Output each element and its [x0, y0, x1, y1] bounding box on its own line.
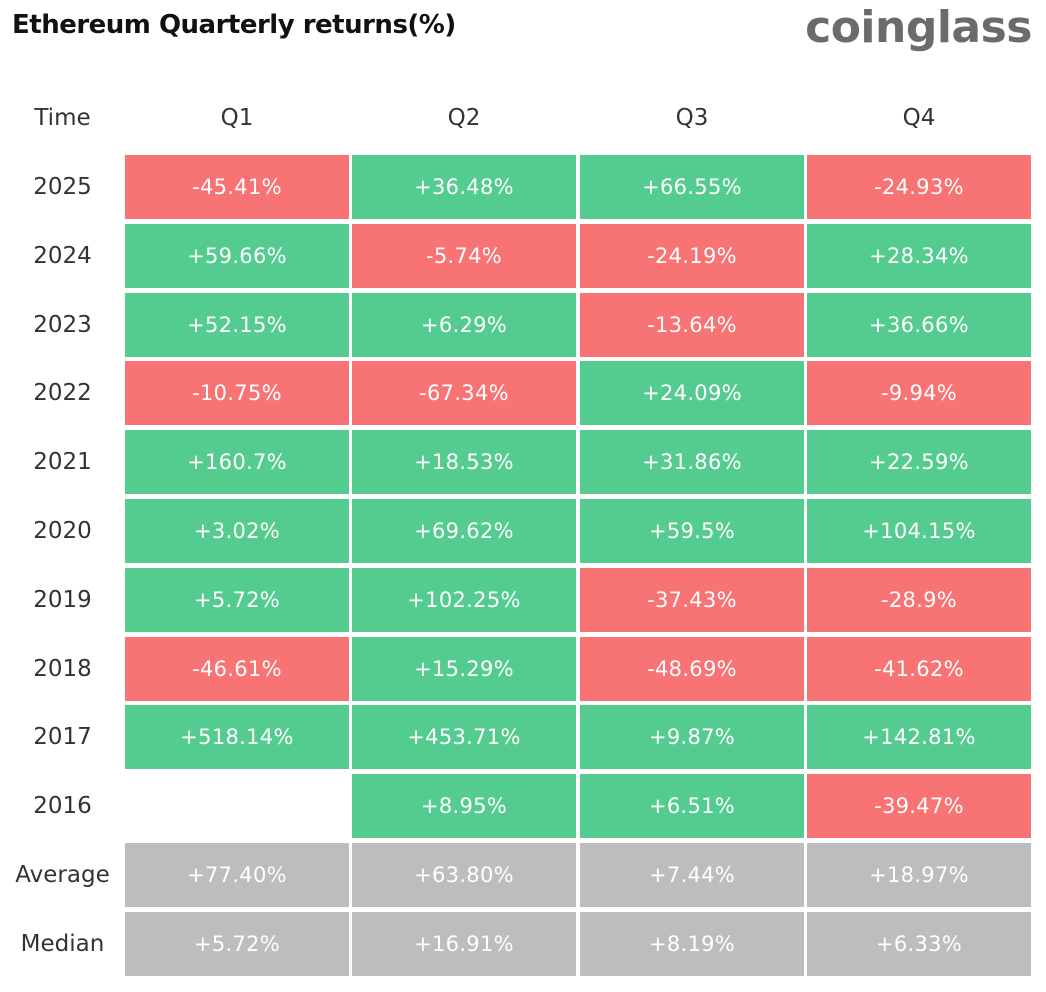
return-cell: +22.59% [807, 430, 1031, 495]
row-label-2025: 2025 [33, 174, 92, 200]
summary-cell: +8.19% [580, 911, 804, 976]
return-cell: -10.75% [125, 361, 349, 426]
row-label-2019: 2019 [33, 586, 92, 613]
return-cell: +36.66% [807, 292, 1031, 357]
return-cell: -13.64% [580, 292, 804, 357]
summary-cell: +63.80% [352, 843, 576, 907]
summary-cell: +77.40% [125, 843, 349, 907]
return-cell: -24.93% [807, 155, 1031, 219]
row-label-2016: 2016 [33, 793, 92, 820]
return-cell: -45.41% [125, 155, 349, 219]
return-cell: +31.86% [580, 430, 804, 495]
return-cell: +5.72% [125, 567, 349, 632]
return-cell: -48.69% [580, 636, 804, 701]
return-cell: +6.51% [580, 774, 804, 839]
column-header-time: Time [34, 105, 91, 131]
column-header-q2: Q2 [447, 105, 481, 131]
summary-cell: +16.91% [352, 911, 576, 976]
return-cell: +69.62% [352, 499, 576, 563]
return-cell: +102.25% [352, 567, 576, 632]
return-cell: +24.09% [580, 361, 804, 426]
return-cell: +3.02% [125, 499, 349, 563]
coinglass-logo: coinglass [805, 2, 1032, 53]
return-cell: -39.47% [807, 774, 1031, 839]
summary-cell: +7.44% [580, 843, 804, 907]
row-label-2021: 2021 [33, 449, 92, 476]
return-cell: -46.61% [125, 636, 349, 701]
row-label-average: Average [15, 862, 110, 888]
return-cell: +15.29% [352, 636, 576, 701]
return-cell: +18.53% [352, 430, 576, 495]
row-label-2024: 2024 [33, 242, 92, 269]
row-label-2017: 2017 [33, 724, 92, 751]
return-cell: +66.55% [580, 155, 804, 219]
column-header-q3: Q3 [675, 105, 709, 131]
return-cell: +28.34% [807, 223, 1031, 288]
return-cell: -67.34% [352, 361, 576, 426]
column-header-q1: Q1 [220, 105, 254, 131]
summary-cell: +18.97% [807, 843, 1031, 907]
column-header-q4: Q4 [902, 105, 936, 131]
return-cell: +160.7% [125, 430, 349, 495]
return-cell: -28.9% [807, 567, 1031, 632]
return-cell: -24.19% [580, 223, 804, 288]
row-label-2023: 2023 [33, 311, 92, 338]
return-cell: +104.15% [807, 499, 1031, 563]
summary-cell: +5.72% [125, 911, 349, 976]
summary-cell: +6.33% [807, 911, 1031, 976]
row-label-2022: 2022 [33, 380, 92, 407]
return-cell: +6.29% [352, 292, 576, 357]
return-cell: -5.74% [352, 223, 576, 288]
return-cell: +59.5% [580, 499, 804, 563]
return-cell: +453.71% [352, 705, 576, 770]
return-cell: +36.48% [352, 155, 576, 219]
return-cell: +142.81% [807, 705, 1031, 770]
return-cell: -37.43% [580, 567, 804, 632]
return-cell: +52.15% [125, 292, 349, 357]
return-cell: +8.95% [352, 774, 576, 839]
chart-title: Ethereum Quarterly returns(%) [12, 10, 456, 40]
return-cell: +9.87% [580, 705, 804, 770]
return-cell: +518.14% [125, 705, 349, 770]
return-cell: +59.66% [125, 223, 349, 288]
row-label-2020: 2020 [33, 518, 92, 544]
return-cell: -41.62% [807, 636, 1031, 701]
row-label-2018: 2018 [33, 655, 92, 682]
return-cell: -9.94% [807, 361, 1031, 426]
row-label-median: Median [20, 930, 105, 957]
